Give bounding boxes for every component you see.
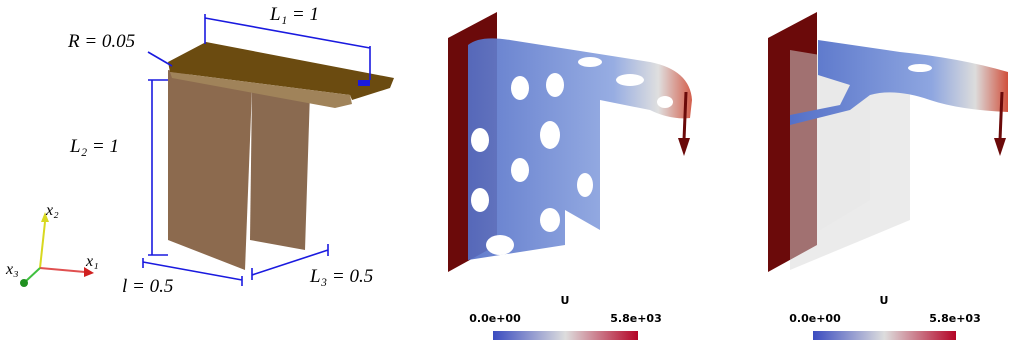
colorbar-title: U (880, 294, 889, 307)
figure: R = 0.05 L₁ = 1 L₂ = 1 l = 0.5 L₃ = 0.5 … (0, 0, 1011, 345)
colorbar-2: U 0.0e+00 5.8e+03 (789, 294, 980, 340)
colorbar-max: 5.8e+03 (610, 312, 661, 325)
colorbar-min: 0.0e+00 (789, 312, 841, 325)
colorbar-gradient (813, 331, 956, 340)
colorbar-max: 5.8e+03 (929, 312, 980, 325)
plate-right (250, 88, 310, 250)
result-panel-1 (448, 12, 692, 272)
label-L1: L₁ = 1 (269, 4, 319, 25)
hole (908, 64, 932, 72)
load-arrow (684, 92, 686, 140)
dim-L2 (148, 80, 168, 255)
colorbar-title: U (561, 294, 570, 307)
load-arrowhead (994, 138, 1006, 156)
axis-x1 (40, 268, 85, 272)
label-R: R = 0.05 (67, 31, 135, 52)
label-L2: L₂ = 1 (69, 136, 119, 157)
label-l: l = 0.5 (122, 276, 173, 297)
result-panel-2 (768, 12, 1008, 272)
label-x2: x₂ (45, 202, 59, 219)
arrow-x3 (20, 279, 28, 287)
colorbar-gradient (493, 331, 638, 340)
label-x1: x₁ (85, 253, 99, 270)
radius-mark (358, 80, 370, 86)
load-arrowhead (678, 138, 690, 156)
colorbar-min: 0.0e+00 (469, 312, 521, 325)
plate-left (168, 70, 252, 270)
label-L3: L₃ = 0.5 (309, 266, 373, 287)
structure (468, 38, 692, 260)
geometry-panel: R = 0.05 L₁ = 1 L₂ = 1 l = 0.5 L₃ = 0.5 … (5, 4, 394, 297)
dim-R (148, 52, 172, 66)
load-arrow (1000, 92, 1002, 140)
axis-x2 (40, 222, 45, 268)
axis-x3 (26, 268, 40, 281)
colorbar-1: U 0.0e+00 5.8e+03 (469, 294, 661, 340)
label-x3: x₃ (5, 261, 19, 278)
